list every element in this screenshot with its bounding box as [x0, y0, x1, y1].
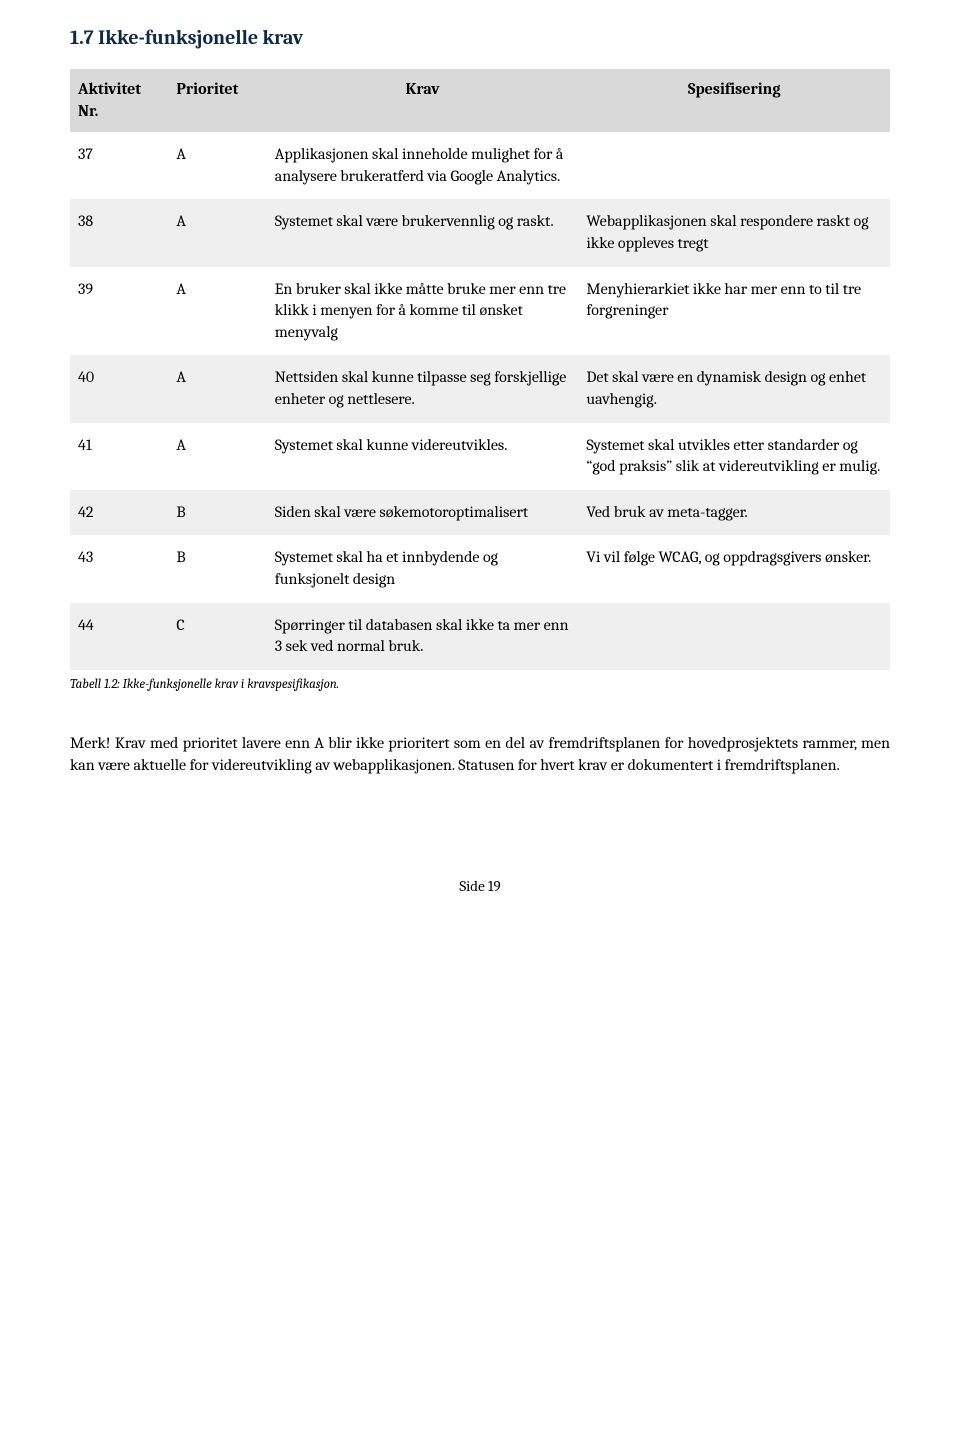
section-heading: 1.7 Ikke-funksjonelle krav: [70, 24, 890, 51]
cell-krav: Systemet skal ha et innbydende og funksj…: [267, 535, 579, 602]
cell-prio: A: [168, 423, 266, 490]
table-row: 39 A En bruker skal ikke måtte bruke mer…: [70, 267, 890, 356]
cell-prio: B: [168, 535, 266, 602]
col-header-spes: Spesifisering: [578, 69, 890, 132]
cell-nr: 43: [70, 535, 168, 602]
cell-prio: A: [168, 199, 266, 266]
cell-spes: Webapplikasjonen skal respondere raskt o…: [578, 199, 890, 266]
cell-spes: Systemet skal utvikles etter standarder …: [578, 423, 890, 490]
cell-krav: Systemet skal kunne videreutvikles.: [267, 423, 579, 490]
cell-spes: [578, 132, 890, 199]
requirements-table: Aktivitet Nr. Prioritet Krav Spesifiseri…: [70, 69, 890, 670]
cell-spes: Vi vil følge WCAG, og oppdragsgivers øns…: [578, 535, 890, 602]
cell-prio: C: [168, 603, 266, 670]
page-footer: Side 19: [70, 876, 890, 896]
cell-prio: B: [168, 490, 266, 536]
cell-krav: Applikasjonen skal inneholde mulighet fo…: [267, 132, 579, 199]
cell-nr: 42: [70, 490, 168, 536]
table-row: 44 C Spørringer til databasen skal ikke …: [70, 603, 890, 670]
table-row: 43 B Systemet skal ha et innbydende og f…: [70, 535, 890, 602]
table-caption: Tabell 1.2: Ikke-funksjonelle krav i kra…: [70, 676, 890, 694]
cell-nr: 44: [70, 603, 168, 670]
table-row: 40 A Nettsiden skal kunne tilpasse seg f…: [70, 355, 890, 422]
cell-spes: [578, 603, 890, 670]
cell-nr: 40: [70, 355, 168, 422]
cell-prio: A: [168, 355, 266, 422]
cell-krav: Spørringer til databasen skal ikke ta me…: [267, 603, 579, 670]
cell-spes: Ved bruk av meta-tagger.: [578, 490, 890, 536]
cell-prio: A: [168, 132, 266, 199]
cell-spes: Det skal være en dynamisk design og enhe…: [578, 355, 890, 422]
cell-nr: 38: [70, 199, 168, 266]
cell-nr: 39: [70, 267, 168, 356]
table-row: 42 B Siden skal være søkemotoroptimalise…: [70, 490, 890, 536]
cell-nr: 41: [70, 423, 168, 490]
cell-krav: En bruker skal ikke måtte bruke mer enn …: [267, 267, 579, 356]
table-header-row: Aktivitet Nr. Prioritet Krav Spesifiseri…: [70, 69, 890, 132]
col-header-krav: Krav: [267, 69, 579, 132]
cell-nr: 37: [70, 132, 168, 199]
col-header-prio: Prioritet: [168, 69, 266, 132]
cell-krav: Systemet skal være brukervennlig og rask…: [267, 199, 579, 266]
cell-krav: Siden skal være søkemotoroptimalisert: [267, 490, 579, 536]
table-row: 41 A Systemet skal kunne videreutvikles.…: [70, 423, 890, 490]
table-row: 38 A Systemet skal være brukervennlig og…: [70, 199, 890, 266]
cell-krav: Nettsiden skal kunne tilpasse seg forskj…: [267, 355, 579, 422]
cell-prio: A: [168, 267, 266, 356]
col-header-nr: Aktivitet Nr.: [70, 69, 168, 132]
table-row: 37 A Applikasjonen skal inneholde muligh…: [70, 132, 890, 199]
note-text: Merk! Krav med prioritet lavere enn A bl…: [70, 733, 890, 776]
cell-spes: Menyhierarkiet ikke har mer enn to til t…: [578, 267, 890, 356]
